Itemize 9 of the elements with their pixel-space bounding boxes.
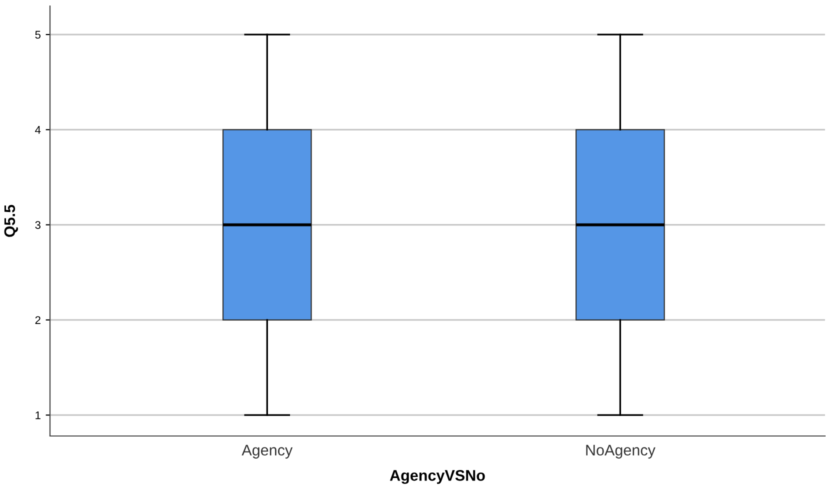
y-tick-label: 4	[35, 126, 41, 134]
y-tick-label: 5	[35, 30, 41, 39]
y-tick-label: 2	[35, 316, 40, 324]
y-tick-label: 3	[35, 221, 40, 229]
x-axis-title: AgencyVSNo	[390, 470, 485, 484]
y-axis-title: Q5.5	[4, 204, 18, 237]
x-tick-label: NoAgency	[586, 444, 656, 459]
x-tick-label: Agency	[242, 444, 293, 459]
y-tick-label: 1	[36, 411, 40, 420]
